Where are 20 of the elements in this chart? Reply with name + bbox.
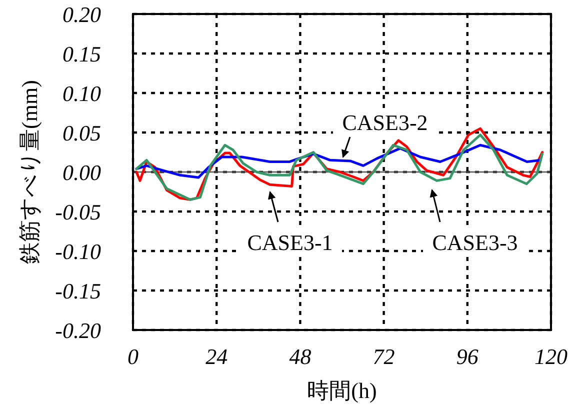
x-tick-label: 96	[456, 344, 478, 369]
y-tick-label: 0.00	[62, 160, 101, 185]
text: CASE3-3	[432, 230, 518, 255]
y-tick-label: -0.10	[55, 239, 101, 264]
x-tick-label: 24	[206, 344, 228, 369]
y-tick-label: -0.15	[55, 278, 101, 304]
x-tick-label: 0	[128, 344, 138, 369]
x-tick-label: 120	[534, 344, 568, 369]
series-label: CASE3-2	[342, 110, 428, 135]
y-tick-label: 0.10	[62, 81, 101, 106]
x-tick-label: 48	[289, 344, 312, 369]
text: CASE3-1	[247, 230, 333, 255]
y-tick-label: 0.15	[62, 42, 101, 66]
y-tick-label: 0.20	[62, 2, 101, 27]
x-axis-title: 時間(h)	[307, 378, 377, 403]
y-tick-label: -0.05	[55, 200, 101, 224]
y-tick-label: -0.20	[55, 318, 101, 343]
y-tick-label: 0.05	[62, 120, 101, 146]
y-axis-title: 鉄筋すべり量(mm)	[17, 80, 42, 264]
x-tick-label: 72	[372, 344, 395, 369]
